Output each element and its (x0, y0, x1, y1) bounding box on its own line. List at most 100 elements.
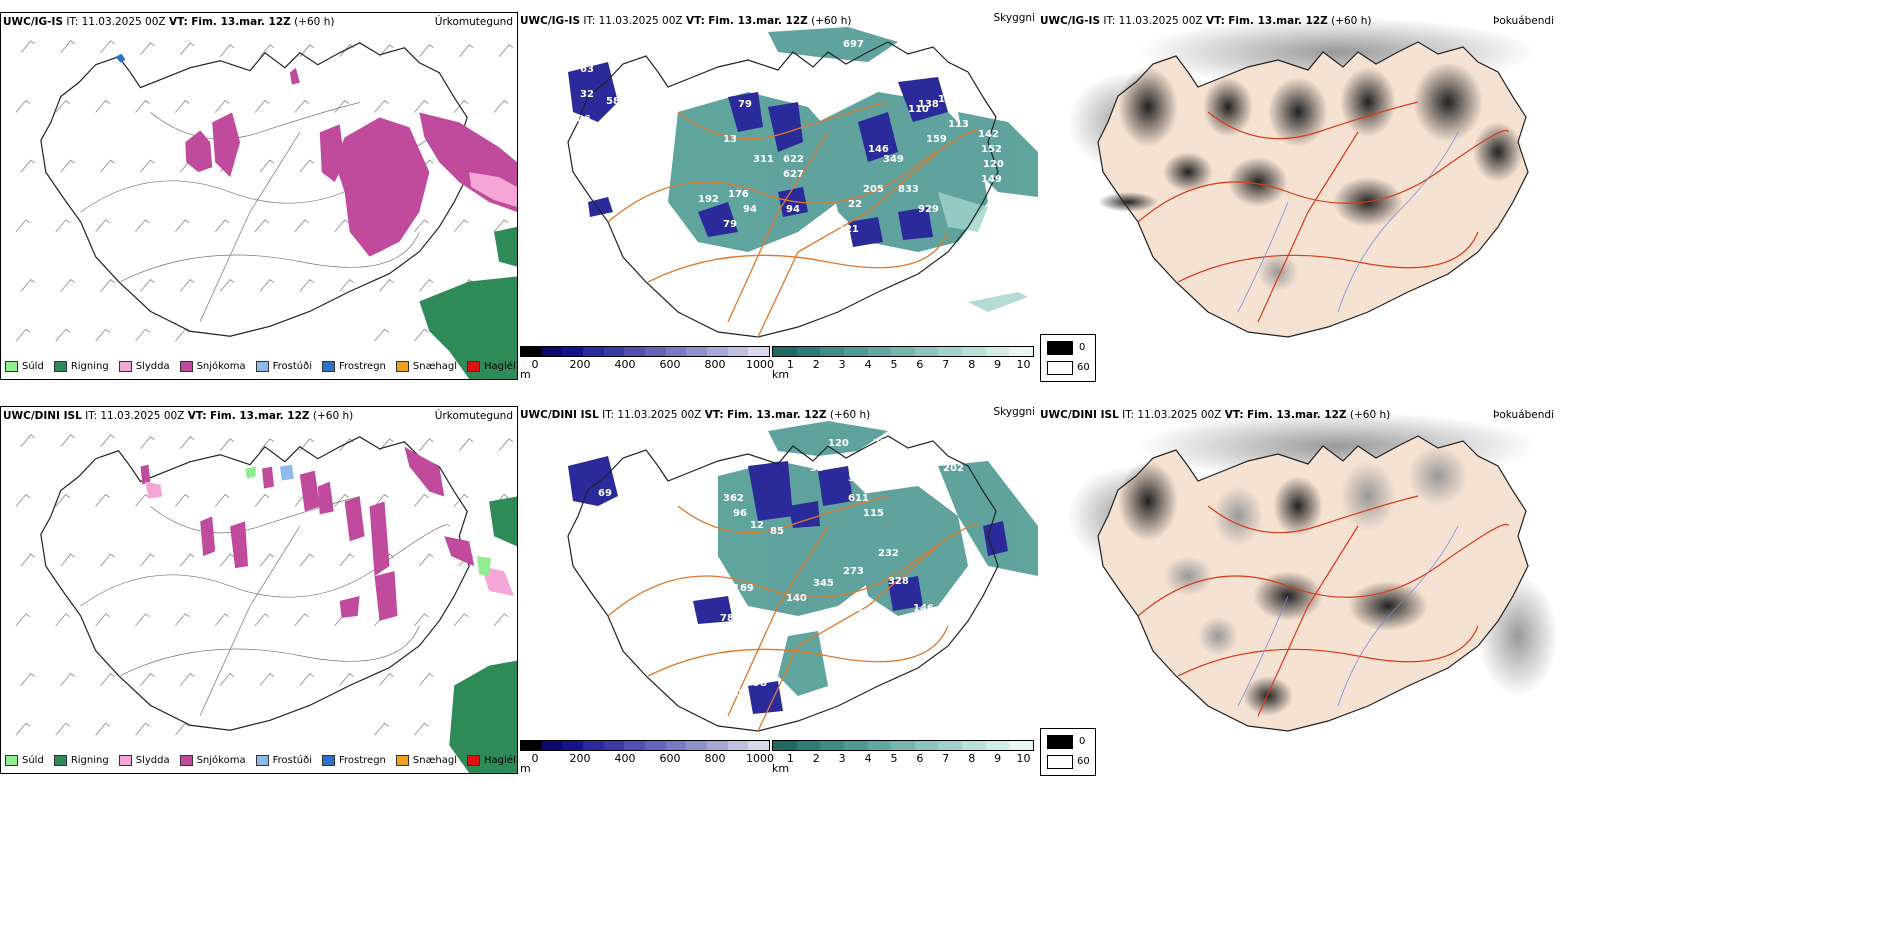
legend-swatch (467, 360, 481, 372)
valid-time: Fim. 13.mar. 12Z (1246, 409, 1347, 421)
cloudbase-label: 120 (828, 438, 849, 449)
cloudbase-label: 627 (783, 169, 804, 180)
colorbar-segment (727, 741, 749, 750)
cloudbase-label: 929 (918, 204, 939, 215)
freezing-drizzle (279, 464, 294, 481)
legend-swatch (395, 360, 409, 372)
colorbar-tick: 7 (942, 358, 950, 371)
visibility-unit: km (772, 762, 790, 774)
legend-label: Súld (22, 754, 44, 766)
colorbar-segment (583, 741, 604, 750)
cloudbase-label: 105 (728, 688, 749, 699)
legend-item: Frostúði (255, 754, 312, 766)
panel-header: UWC/IG-IS IT: 11.03.2025 00Z VT: Fim. 13… (520, 15, 851, 27)
fog-legend-high: 0 (1079, 342, 1086, 353)
colorbar-segment (665, 741, 687, 750)
cloudbase-label: 22 (848, 199, 862, 210)
legend-item: Frostúði (255, 360, 312, 372)
legend-label: Frostregn (339, 360, 386, 372)
legend-label: Haglél (484, 754, 516, 766)
legend-item: Snjókoma (179, 360, 246, 372)
colorbar-segment (521, 347, 542, 356)
colorbar-tick: 800 (704, 358, 726, 371)
cloudbase-label: 85 (770, 526, 784, 537)
panel-header: UWC/DINI ISL IT: 11.03.2025 00Z VT: Fim.… (3, 410, 353, 422)
wind-barbs (15, 434, 514, 736)
roads-red (1137, 495, 1509, 717)
model-name: UWC/DINI ISL (3, 410, 82, 422)
colorbar-segment (521, 741, 542, 750)
cloudbase-unit: m (520, 762, 531, 774)
legend-item: Haglél (467, 754, 516, 766)
cloudbase-label: 140 (786, 593, 807, 604)
colorbar-segment (645, 347, 666, 356)
legend-item: Rigning (53, 360, 109, 372)
legend-item: Slydda (118, 754, 170, 766)
fog-indicator-map-top: UWC/IG-IS IT: 11.03.2025 00Z VT: Fim. 13… (1038, 12, 1558, 380)
cloudbase-label: 345 (813, 578, 834, 589)
legend-swatch (179, 360, 193, 372)
cloudbase-label: 311 (753, 154, 774, 165)
colorbar-tick: 7 (942, 752, 950, 765)
colorbar-tick: 3 (838, 358, 846, 371)
rain-areas (449, 496, 517, 773)
colorbar-tick: 8 (968, 752, 976, 765)
precip-type-map-top: UWC/IG-IS IT: 11.03.2025 00Z VT: Fim. 13… (0, 12, 518, 380)
panel-header: UWC/DINI ISL IT: 11.03.2025 00Z VT: Fim.… (520, 409, 870, 421)
precip-type-map-bottom: UWC/DINI ISL IT: 11.03.2025 00Z VT: Fim.… (0, 406, 518, 774)
cloudbase-label: 150 (938, 94, 959, 105)
fog-map-graphic-bottom (1068, 411, 1558, 732)
legend-swatch (118, 360, 132, 372)
colorbar-tick: 6 (916, 358, 924, 371)
colorbar-tick: 600 (659, 752, 681, 765)
colorbar-segment (938, 347, 963, 356)
colorbar-segment (1009, 741, 1034, 750)
legend-label: Snæhagl (412, 360, 458, 372)
legend-item: Snjókoma (179, 754, 246, 766)
colorbar-tick: 200 (569, 358, 591, 371)
cloudbase-label: 13 (723, 134, 737, 145)
legend-swatch (118, 754, 132, 766)
legend-label: Snjókoma (196, 360, 246, 372)
cloudbase-label: 545 (798, 19, 819, 30)
fog-dense (1118, 446, 1468, 716)
legend-label: Haglél (484, 360, 516, 372)
cloudbase-label: 328 (888, 576, 909, 587)
colorbar-tick: 800 (704, 752, 726, 765)
colorbar-tick: 400 (614, 358, 636, 371)
colorbar-segment (665, 347, 687, 356)
valid-time: Fim. 13.mar. 12Z (1228, 15, 1328, 27)
cloudbase-label: 611 (848, 493, 869, 504)
colorbar-tick: 5 (890, 358, 898, 371)
colorbar-segment (645, 741, 666, 750)
cloudbase-label: 120 (983, 159, 1004, 170)
cloudbase-label: 113 (948, 119, 969, 130)
drizzle-areas (245, 466, 492, 577)
cloudbase-label: 331 (921, 613, 942, 624)
panel-header: UWC/IG-IS IT: 11.03.2025 00Z VT: Fim. 13… (3, 16, 334, 28)
model-name: UWC/IG-IS (3, 16, 64, 28)
cloudbase-unit: m (520, 368, 531, 380)
cloudbase-label: 833 (898, 184, 919, 195)
legend-swatch (53, 754, 67, 766)
legend-item: Súld (5, 360, 44, 372)
colorbar-tick: 600 (659, 358, 681, 371)
snow-areas (140, 446, 475, 621)
precip-legend: Súld Rigning Slydda Snjókoma Frostúði Frostre… (5, 357, 516, 375)
panel-title: Skyggni (993, 12, 1036, 24)
colorbar-segment (541, 741, 563, 750)
init-time: IT: 11.03.2025 00Z (583, 15, 683, 27)
vt-label: VT: (685, 15, 705, 27)
visibility-colorbar: km 1 2 3 4 5 6 7 8 9 10 (772, 740, 1034, 774)
colorbar-segment (624, 347, 646, 356)
colorbar-tick: 4 (864, 752, 872, 765)
cloudbase-colorbar: m 0 200 400 600 800 1000 (520, 346, 774, 380)
colorbar-segment (707, 347, 728, 356)
cloudbase-label: 697 (843, 39, 864, 50)
cloudbase-label: 59 (560, 46, 574, 57)
vt-label: VT: (187, 410, 207, 422)
cloudbase-label: 273 (843, 566, 864, 577)
cloudbase-label: 176 (728, 189, 749, 200)
cloudbase-label: 98 (753, 678, 767, 689)
vt-label: VT: (1224, 409, 1244, 421)
